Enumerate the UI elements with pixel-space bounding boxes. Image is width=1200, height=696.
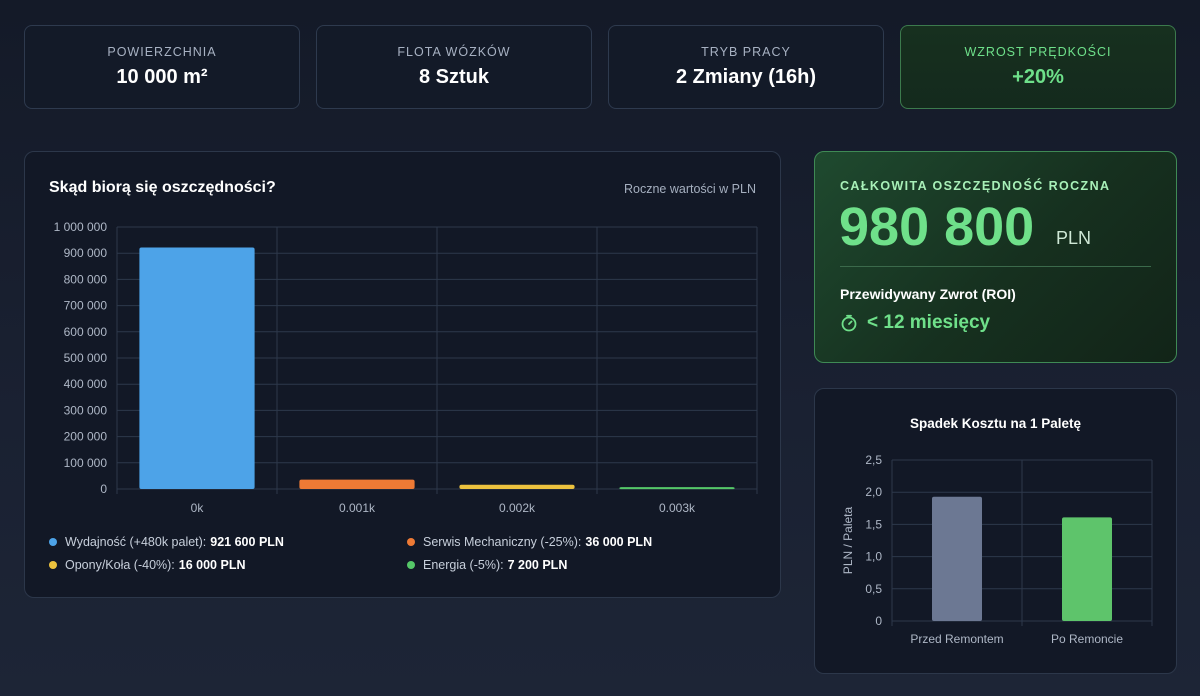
legend-label: Energia (-5%): — [423, 558, 504, 572]
y-tick-label: 0 — [875, 614, 882, 628]
x-tick-label: 0k — [191, 501, 205, 515]
bar — [299, 479, 415, 489]
roi-value-row: < 12 miesięcy — [840, 312, 990, 334]
y-tick-label: 600 000 — [64, 325, 108, 339]
y-tick-label: 200 000 — [64, 430, 108, 444]
y-tick-label: 1 000 000 — [54, 220, 108, 234]
legend-value: 16 000 PLN — [178, 558, 246, 572]
legend-dot — [49, 561, 57, 569]
roi-value: < 12 miesięcy — [867, 312, 991, 333]
y-axis-label: PLN / Paleta — [841, 506, 855, 574]
chart-subtitle: Roczne wartości w PLN — [624, 182, 756, 196]
legend-label: Opony/Koła (-40%): — [65, 558, 175, 572]
x-tick-label: 0.003k — [659, 501, 696, 515]
x-tick-label: Przed Remontem — [910, 632, 1003, 646]
stat-label: WZROST PRĘDKOŚCI — [964, 45, 1112, 59]
bar — [139, 247, 255, 489]
y-tick-label: 500 000 — [64, 351, 108, 365]
y-tick-label: 1,5 — [865, 517, 882, 531]
x-tick-label: 0.002k — [499, 501, 536, 515]
x-tick-label: Po Remoncie — [1051, 632, 1123, 646]
y-tick-label: 400 000 — [64, 377, 108, 391]
stat-card-fleet: FLOTA WÓZKÓW 8 Sztuk — [316, 25, 592, 109]
y-tick-label: 100 000 — [64, 456, 108, 470]
savings-bar-chart: 0 100 000 200 000 300 000 400 000 500 000 600 … — [54, 220, 758, 515]
legend-label: Wydajność (+480k palet): — [65, 535, 207, 549]
stat-card-area: POWIERZCHNIA 10 000 m² — [24, 25, 300, 109]
legend-value: 7 200 PLN — [507, 558, 568, 572]
stat-label: POWIERZCHNIA — [107, 45, 217, 59]
y-tick-label: 800 000 — [64, 272, 108, 286]
bar — [619, 487, 735, 490]
stat-label: FLOTA WÓZKÓW — [397, 45, 511, 59]
stat-label: TRYB PRACY — [701, 45, 791, 59]
y-tick-label: 2,0 — [865, 485, 882, 499]
bar — [459, 484, 575, 489]
legend-dot — [49, 538, 57, 546]
legend-value: 921 600 PLN — [210, 535, 284, 549]
legend-item-energy: Energia (-5%): 7 200 PLN — [407, 558, 567, 572]
y-tick-label: 1,0 — [865, 550, 882, 564]
legend-value: 36 000 PLN — [585, 535, 653, 549]
cost-per-pallet-panel: Spadek Kosztu na 1 Paletę 0 0,5 1,0 1,5 2,0 2… — [814, 388, 1177, 674]
total-savings-unit: PLN — [1056, 228, 1092, 248]
y-tick-label: 0,5 — [865, 582, 882, 596]
legend-item-tires: Opony/Koła (-40%): 16 000 PLN — [49, 558, 246, 572]
cost-per-pallet-chart: 0 0,5 1,0 1,5 2,0 2,5 Przed Remontem Po Remonci… — [841, 453, 1153, 646]
legend-item-service: Serwis Mechaniczny (-25%): 36 000 PLN — [407, 535, 652, 549]
total-savings-panel: CAŁKOWITA OSZCZĘDNOŚĆ ROCZNA 980 800 PLN… — [814, 151, 1177, 363]
bar — [1062, 517, 1112, 621]
y-tick-label: 300 000 — [64, 403, 108, 417]
stat-value: 2 Zmiany (16h) — [675, 66, 817, 88]
total-savings-caption: CAŁKOWITA OSZCZĘDNOŚĆ ROCZNA — [840, 179, 1111, 193]
pallet-chart-title: Spadek Kosztu na 1 Paletę — [909, 416, 1082, 431]
y-tick-label: 900 000 — [64, 246, 108, 260]
total-savings-value: 980 800 — [839, 197, 1035, 257]
y-tick-label: 0 — [100, 482, 107, 496]
chart-title: Skąd biorą się oszczędności? — [49, 179, 276, 196]
bar — [932, 496, 982, 621]
legend-item-efficiency: Wydajność (+480k palet): 921 600 PLN — [49, 535, 284, 549]
x-tick-label: 0.001k — [339, 501, 376, 515]
stat-card-work-mode: TRYB PRACY 2 Zmiany (16h) — [608, 25, 884, 109]
legend-label: Serwis Mechaniczny (-25%): — [423, 535, 582, 549]
stat-card-speed-increase: WZROST PRĘDKOŚCI +20% — [900, 25, 1176, 109]
roi-label: Przewidywany Zwrot (ROI) — [840, 286, 1016, 302]
divider — [840, 266, 1151, 267]
y-tick-label: 2,5 — [865, 453, 882, 467]
stat-value: 8 Sztuk — [418, 66, 490, 88]
y-tick-label: 700 000 — [64, 299, 108, 313]
legend-dot — [407, 538, 415, 546]
legend-dot — [407, 561, 415, 569]
stopwatch-icon — [841, 314, 857, 332]
stat-value: +20% — [1012, 66, 1064, 88]
stat-value: 10 000 m² — [116, 66, 208, 88]
savings-breakdown-panel: Skąd biorą się oszczędności? Roczne wart… — [24, 151, 781, 598]
